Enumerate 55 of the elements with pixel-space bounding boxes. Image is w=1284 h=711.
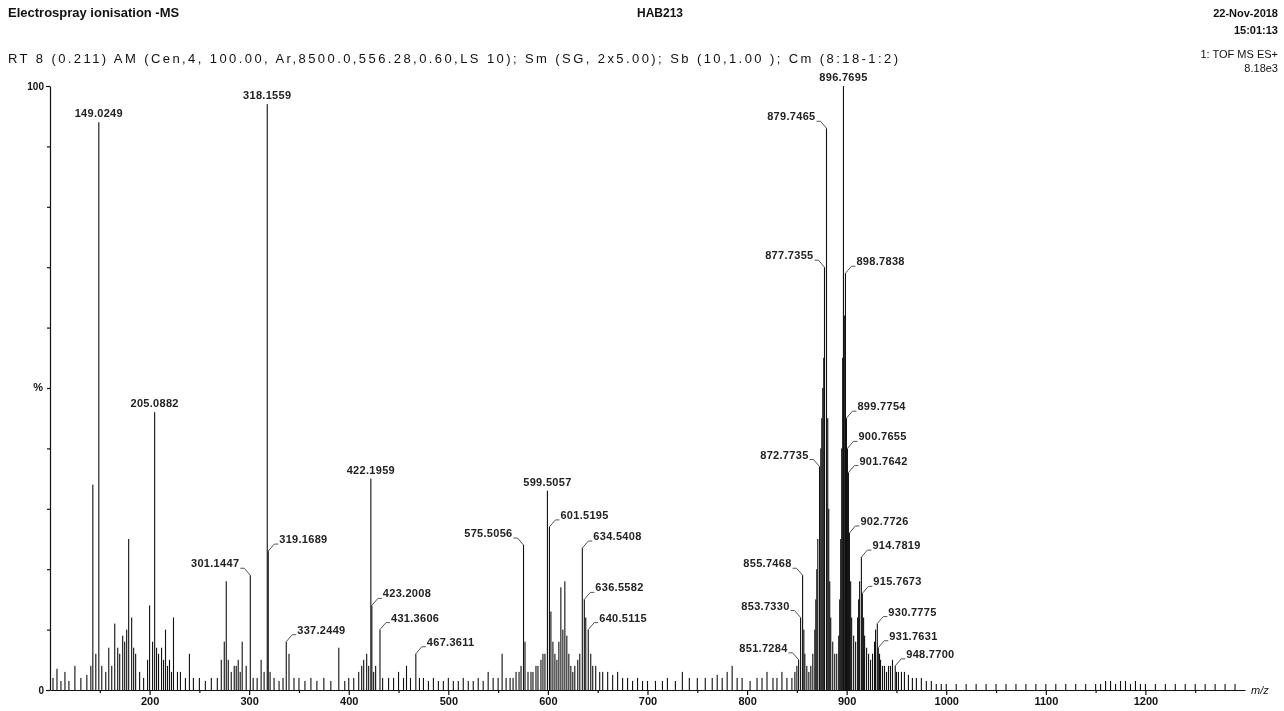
annotation: 575.5056 <box>464 527 513 540</box>
y-tick-label: 100 <box>27 80 45 92</box>
annotation: 898.7838 <box>856 255 905 268</box>
y-tick-label: 0 <box>38 684 45 696</box>
annotation: 948.7700 <box>906 647 955 660</box>
annotation: 902.7726 <box>860 514 909 527</box>
annotation: 872.7735 <box>760 448 809 461</box>
text: 8.18e3 <box>1244 62 1278 74</box>
chart-title: Electrospray ionisation -MS <box>8 5 180 20</box>
annotation: 422.1959 <box>346 463 395 476</box>
y-axis-title: % <box>33 380 44 393</box>
annotation: 636.5582 <box>595 581 644 594</box>
annotation: 877.7355 <box>765 249 814 262</box>
annotation: 634.5408 <box>593 530 642 543</box>
x-tick-label: 1000 <box>934 694 959 707</box>
x-tick-label: 700 <box>638 694 658 707</box>
annotation: 901.7642 <box>859 454 908 467</box>
x-tick-label: 800 <box>738 694 757 707</box>
x-tick-label: 500 <box>439 694 459 707</box>
annotation: 851.7284 <box>739 641 789 654</box>
annotation: 914.7819 <box>872 539 921 552</box>
chart-subtitle: RT 8 (0.211) AM (Cen,4, 100.00, Ar,8500.0,556.28,0.60,LS 10); Sm (SG, 2x5.00); Sb (10,1.00 ); Cm (8:18-1:2) <box>8 51 898 66</box>
x-tick-label: 1200 <box>1133 694 1159 707</box>
annotation: 896.7695 <box>819 71 868 83</box>
annotation: 930.7775 <box>888 605 937 618</box>
text: 1: TOF MS ES+ <box>1200 48 1278 60</box>
annotation: 601.5195 <box>560 508 609 521</box>
text: HAB213 <box>636 6 684 20</box>
x-tick-label: 600 <box>539 694 558 707</box>
annotation: 318.1559 <box>243 89 292 102</box>
annotation: 931.7631 <box>889 629 938 642</box>
x-tick-label: 400 <box>340 694 359 707</box>
annotation: 423.2008 <box>382 587 432 600</box>
annotation: 640.5115 <box>599 611 647 624</box>
x-tick-label: 900 <box>837 694 857 707</box>
annotation: 879.7465 <box>767 110 816 123</box>
annotation: 431.3606 <box>390 611 440 624</box>
annotation: 467.3611 <box>426 635 475 648</box>
annotation: 319.1689 <box>279 533 328 546</box>
x-tick-label: 200 <box>140 694 160 707</box>
annotation: 915.7673 <box>873 575 922 588</box>
annotation: 855.7468 <box>743 557 792 570</box>
annotation: 900.7655 <box>858 430 907 443</box>
text: 15:01:13 <box>1233 24 1278 36</box>
x-tick-label: 300 <box>240 694 259 707</box>
annotation: 853.7330 <box>741 599 790 612</box>
annotation: 301.1447 <box>191 557 240 570</box>
annotation: 599.5057 <box>523 475 572 488</box>
annotation: 899.7754 <box>857 400 907 413</box>
annotation: 337.2449 <box>297 623 346 636</box>
text: 22-Nov-2018 <box>1213 7 1278 19</box>
annotation: 205.0882 <box>130 397 179 410</box>
annotation: 149.0249 <box>74 107 123 120</box>
x-axis-title: m/z <box>1251 684 1270 696</box>
x-tick-label: 1100 <box>1034 694 1059 707</box>
